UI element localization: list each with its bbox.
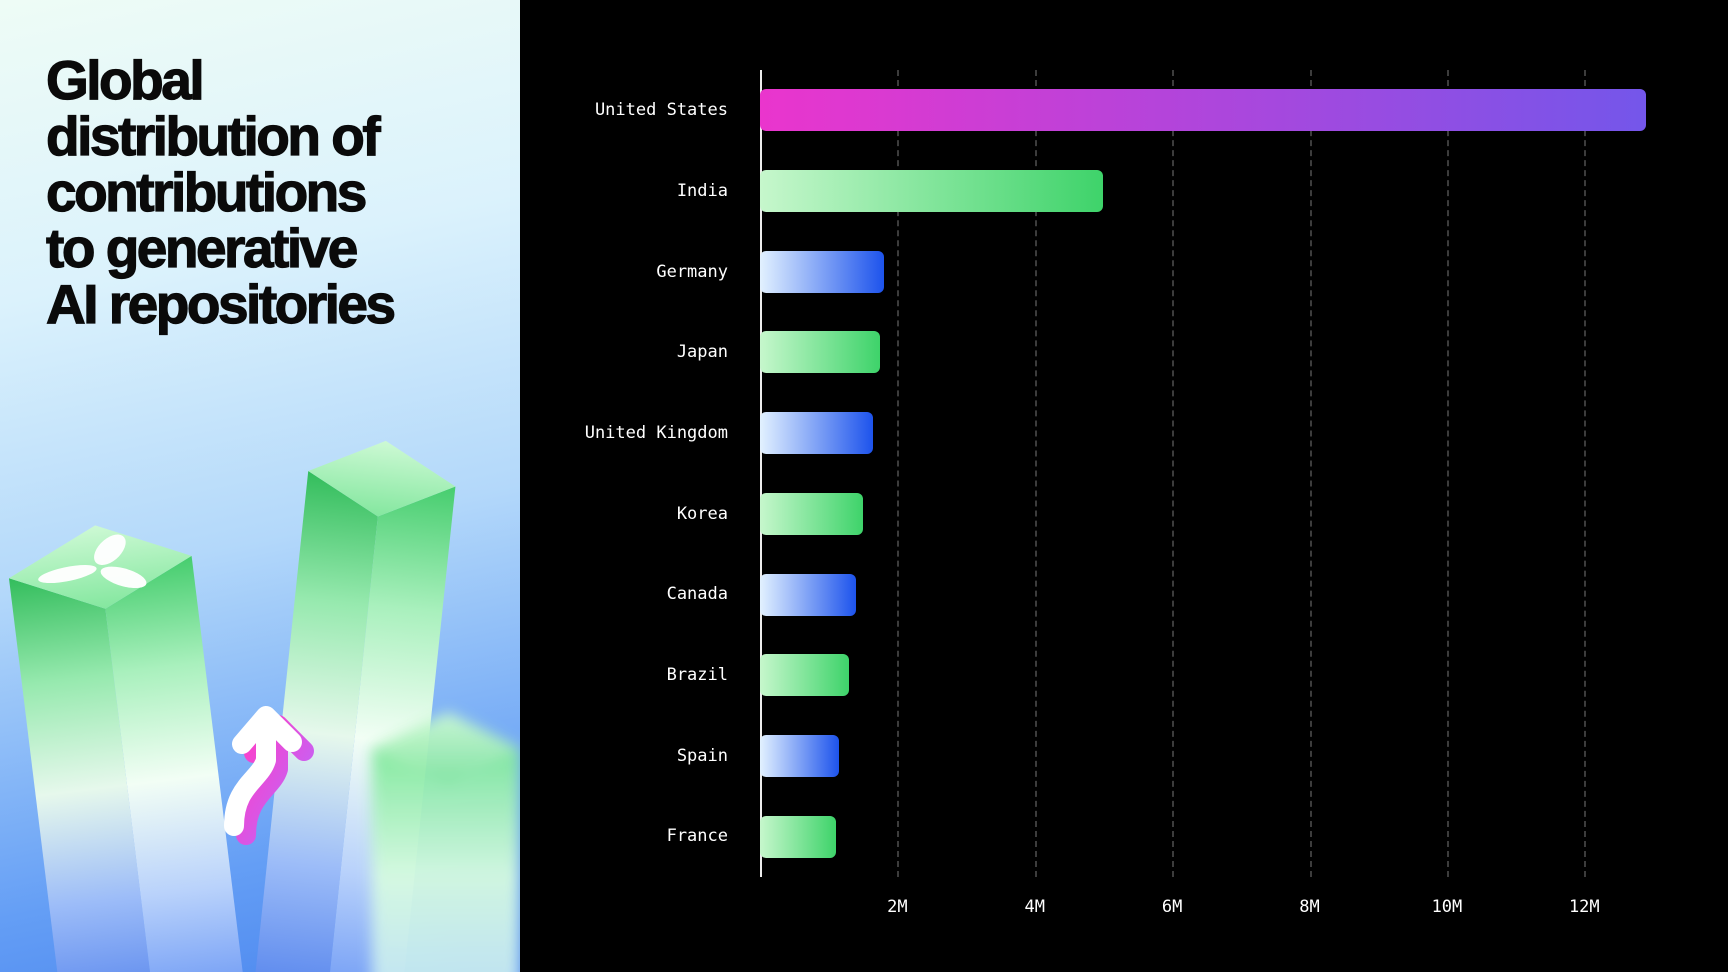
- title-line: distribution of: [45, 105, 381, 168]
- bar-brazil: [760, 654, 850, 697]
- x-tick-label: 10M: [1431, 897, 1463, 917]
- bar-track: [760, 554, 1653, 635]
- x-tick-label: 2M: [887, 897, 908, 917]
- bar-track: [760, 635, 1653, 716]
- bar-row: Canada: [560, 554, 1653, 635]
- category-label: India: [676, 180, 728, 201]
- bar-united-states: [760, 89, 1647, 132]
- bar-korea: [760, 492, 864, 535]
- gridline: [1309, 70, 1312, 877]
- bar-japan: [760, 331, 881, 374]
- bar-canada: [760, 573, 857, 616]
- category-label: France: [666, 826, 728, 847]
- bar-india: [760, 170, 1104, 213]
- bar-track: [760, 716, 1653, 797]
- blurred-column: [372, 712, 520, 972]
- bar-track: [760, 474, 1653, 555]
- bar-track: [760, 796, 1653, 877]
- category-label: Germany: [656, 261, 728, 282]
- bar-track: [760, 312, 1653, 393]
- category-label: Korea: [676, 503, 728, 524]
- category-label: United States: [594, 100, 728, 121]
- x-tick-label: 6M: [1161, 897, 1183, 917]
- title-line: Global: [45, 49, 205, 111]
- x-tick-label: 8M: [1299, 897, 1320, 917]
- bar-row: Germany: [560, 231, 1653, 312]
- bar-chart: 2M 4M 6M 8M 10M 12M United States India …: [560, 70, 1653, 917]
- arrow-up-icon: [224, 706, 314, 845]
- bar-rows: United States India Germany Japan United…: [560, 70, 1653, 877]
- title-line: AI repositories: [45, 273, 396, 336]
- bar-row: Spain: [560, 716, 1653, 797]
- title-line: to generative: [45, 217, 359, 280]
- bar-row: United States: [560, 70, 1653, 151]
- flower-icon: [38, 534, 147, 589]
- bar-track: [760, 393, 1653, 474]
- gridline: [1172, 70, 1175, 877]
- title-panel: Global distribution of contributions to …: [0, 0, 520, 972]
- x-tick-label: 4M: [1024, 897, 1046, 917]
- bar-spain: [760, 734, 839, 777]
- chart-panel: 2M 4M 6M 8M 10M 12M United States India …: [520, 0, 1728, 972]
- bar-row: Korea: [560, 474, 1653, 555]
- bar-row: India: [560, 151, 1653, 232]
- bar-track: [760, 151, 1653, 232]
- x-tick-label: 12M: [1568, 897, 1600, 917]
- bar-row: Japan: [560, 312, 1653, 393]
- category-label: Japan: [676, 342, 728, 363]
- category-label: Brazil: [666, 665, 728, 686]
- bar-track: [760, 231, 1653, 312]
- left-column: [8, 525, 246, 972]
- gridline: [1584, 70, 1587, 877]
- bar-united-kingdom: [760, 412, 874, 455]
- gridline: [897, 70, 900, 877]
- bar-france: [760, 815, 836, 858]
- plot-grid: 2M 4M 6M 8M 10M 12M: [760, 70, 1653, 917]
- category-label: United Kingdom: [584, 422, 728, 443]
- bar-germany: [760, 250, 884, 293]
- gridline: [1034, 70, 1037, 877]
- gridline: [1446, 70, 1449, 877]
- bar-row: Brazil: [560, 635, 1653, 716]
- bar-row: United Kingdom: [560, 393, 1653, 474]
- bar-track: [760, 70, 1653, 151]
- title-line: contributions: [45, 161, 368, 224]
- bar-row: France: [560, 796, 1653, 877]
- category-label: Canada: [666, 584, 728, 605]
- columns-illustration: [8, 440, 520, 972]
- page-title: Global distribution of contributions to …: [45, 49, 486, 336]
- y-axis-line: [760, 70, 762, 877]
- category-label: Spain: [676, 745, 728, 766]
